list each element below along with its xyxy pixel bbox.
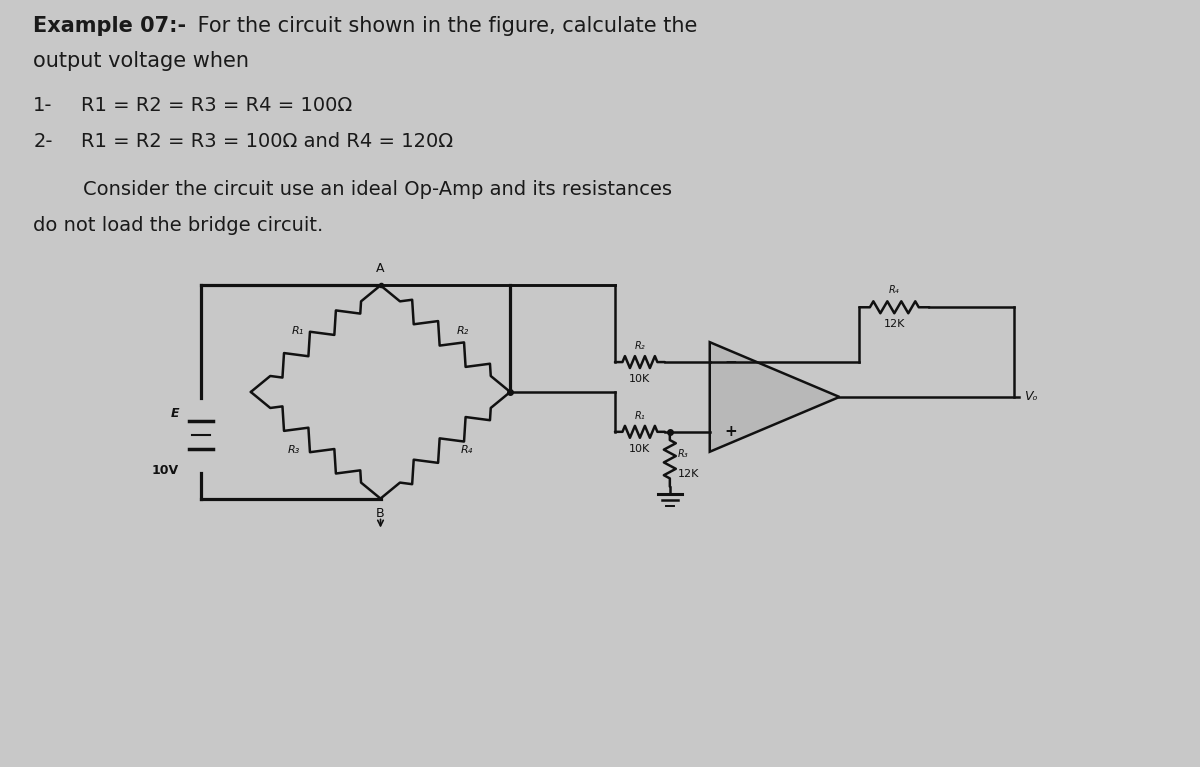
Text: −: − <box>725 354 738 370</box>
Text: R1 = R2 = R3 = R4 = 100Ω: R1 = R2 = R3 = R4 = 100Ω <box>82 96 353 115</box>
Text: R₃: R₃ <box>288 446 300 456</box>
Text: 12K: 12K <box>678 469 700 479</box>
Text: do not load the bridge circuit.: do not load the bridge circuit. <box>34 216 324 235</box>
Text: 12K: 12K <box>883 319 905 329</box>
Text: R₄: R₄ <box>889 285 900 295</box>
Text: E: E <box>170 407 179 420</box>
Text: R1 = R2 = R3 = 100Ω and R4 = 120Ω: R1 = R2 = R3 = 100Ω and R4 = 120Ω <box>82 132 454 151</box>
Text: B: B <box>376 506 385 519</box>
Text: 2-: 2- <box>34 132 53 151</box>
Text: R₃: R₃ <box>678 449 689 459</box>
Text: For the circuit shown in the figure, calculate the: For the circuit shown in the figure, cal… <box>191 16 697 36</box>
Text: R₄: R₄ <box>461 446 474 456</box>
Text: R₂: R₂ <box>457 326 469 336</box>
Text: Consider the circuit use an ideal Op-Amp and its resistances: Consider the circuit use an ideal Op-Amp… <box>34 179 672 199</box>
Text: R₂: R₂ <box>635 341 646 351</box>
Polygon shape <box>709 342 840 452</box>
Text: 10K: 10K <box>629 374 650 384</box>
Text: R₁: R₁ <box>635 411 646 421</box>
Text: Example 07:-: Example 07:- <box>34 16 186 36</box>
Text: Vₒ: Vₒ <box>1024 390 1038 403</box>
Text: 10V: 10V <box>152 464 179 476</box>
Text: output voltage when: output voltage when <box>34 51 250 71</box>
Text: 10K: 10K <box>629 444 650 454</box>
Text: +: + <box>725 424 738 439</box>
Text: 1-: 1- <box>34 96 53 115</box>
Text: R₁: R₁ <box>292 326 304 336</box>
Text: A: A <box>377 262 385 275</box>
